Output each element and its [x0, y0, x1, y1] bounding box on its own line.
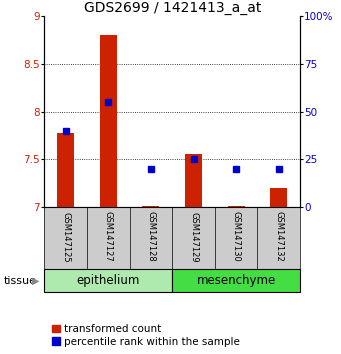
Bar	[185, 154, 202, 207]
Bar	[270, 188, 287, 207]
Text: epithelium: epithelium	[77, 274, 140, 287]
Text: GSM147130: GSM147130	[232, 211, 241, 262]
Text: GSM147125: GSM147125	[61, 211, 70, 262]
Text: GSM147129: GSM147129	[189, 211, 198, 262]
Text: GSM147127: GSM147127	[104, 211, 113, 262]
Title: GDS2699 / 1421413_a_at: GDS2699 / 1421413_a_at	[84, 1, 261, 15]
Bar	[57, 132, 74, 207]
Text: GSM147132: GSM147132	[274, 211, 283, 262]
Bar	[172, 269, 300, 292]
Bar	[143, 206, 160, 207]
Text: GSM147128: GSM147128	[146, 211, 155, 262]
Text: tissue: tissue	[3, 275, 36, 286]
Text: ▶: ▶	[32, 275, 39, 286]
Text: mesenchyme: mesenchyme	[196, 274, 276, 287]
Bar	[44, 269, 172, 292]
Legend: transformed count, percentile rank within the sample: transformed count, percentile rank withi…	[49, 322, 242, 349]
Bar	[228, 206, 245, 207]
Bar	[100, 35, 117, 207]
